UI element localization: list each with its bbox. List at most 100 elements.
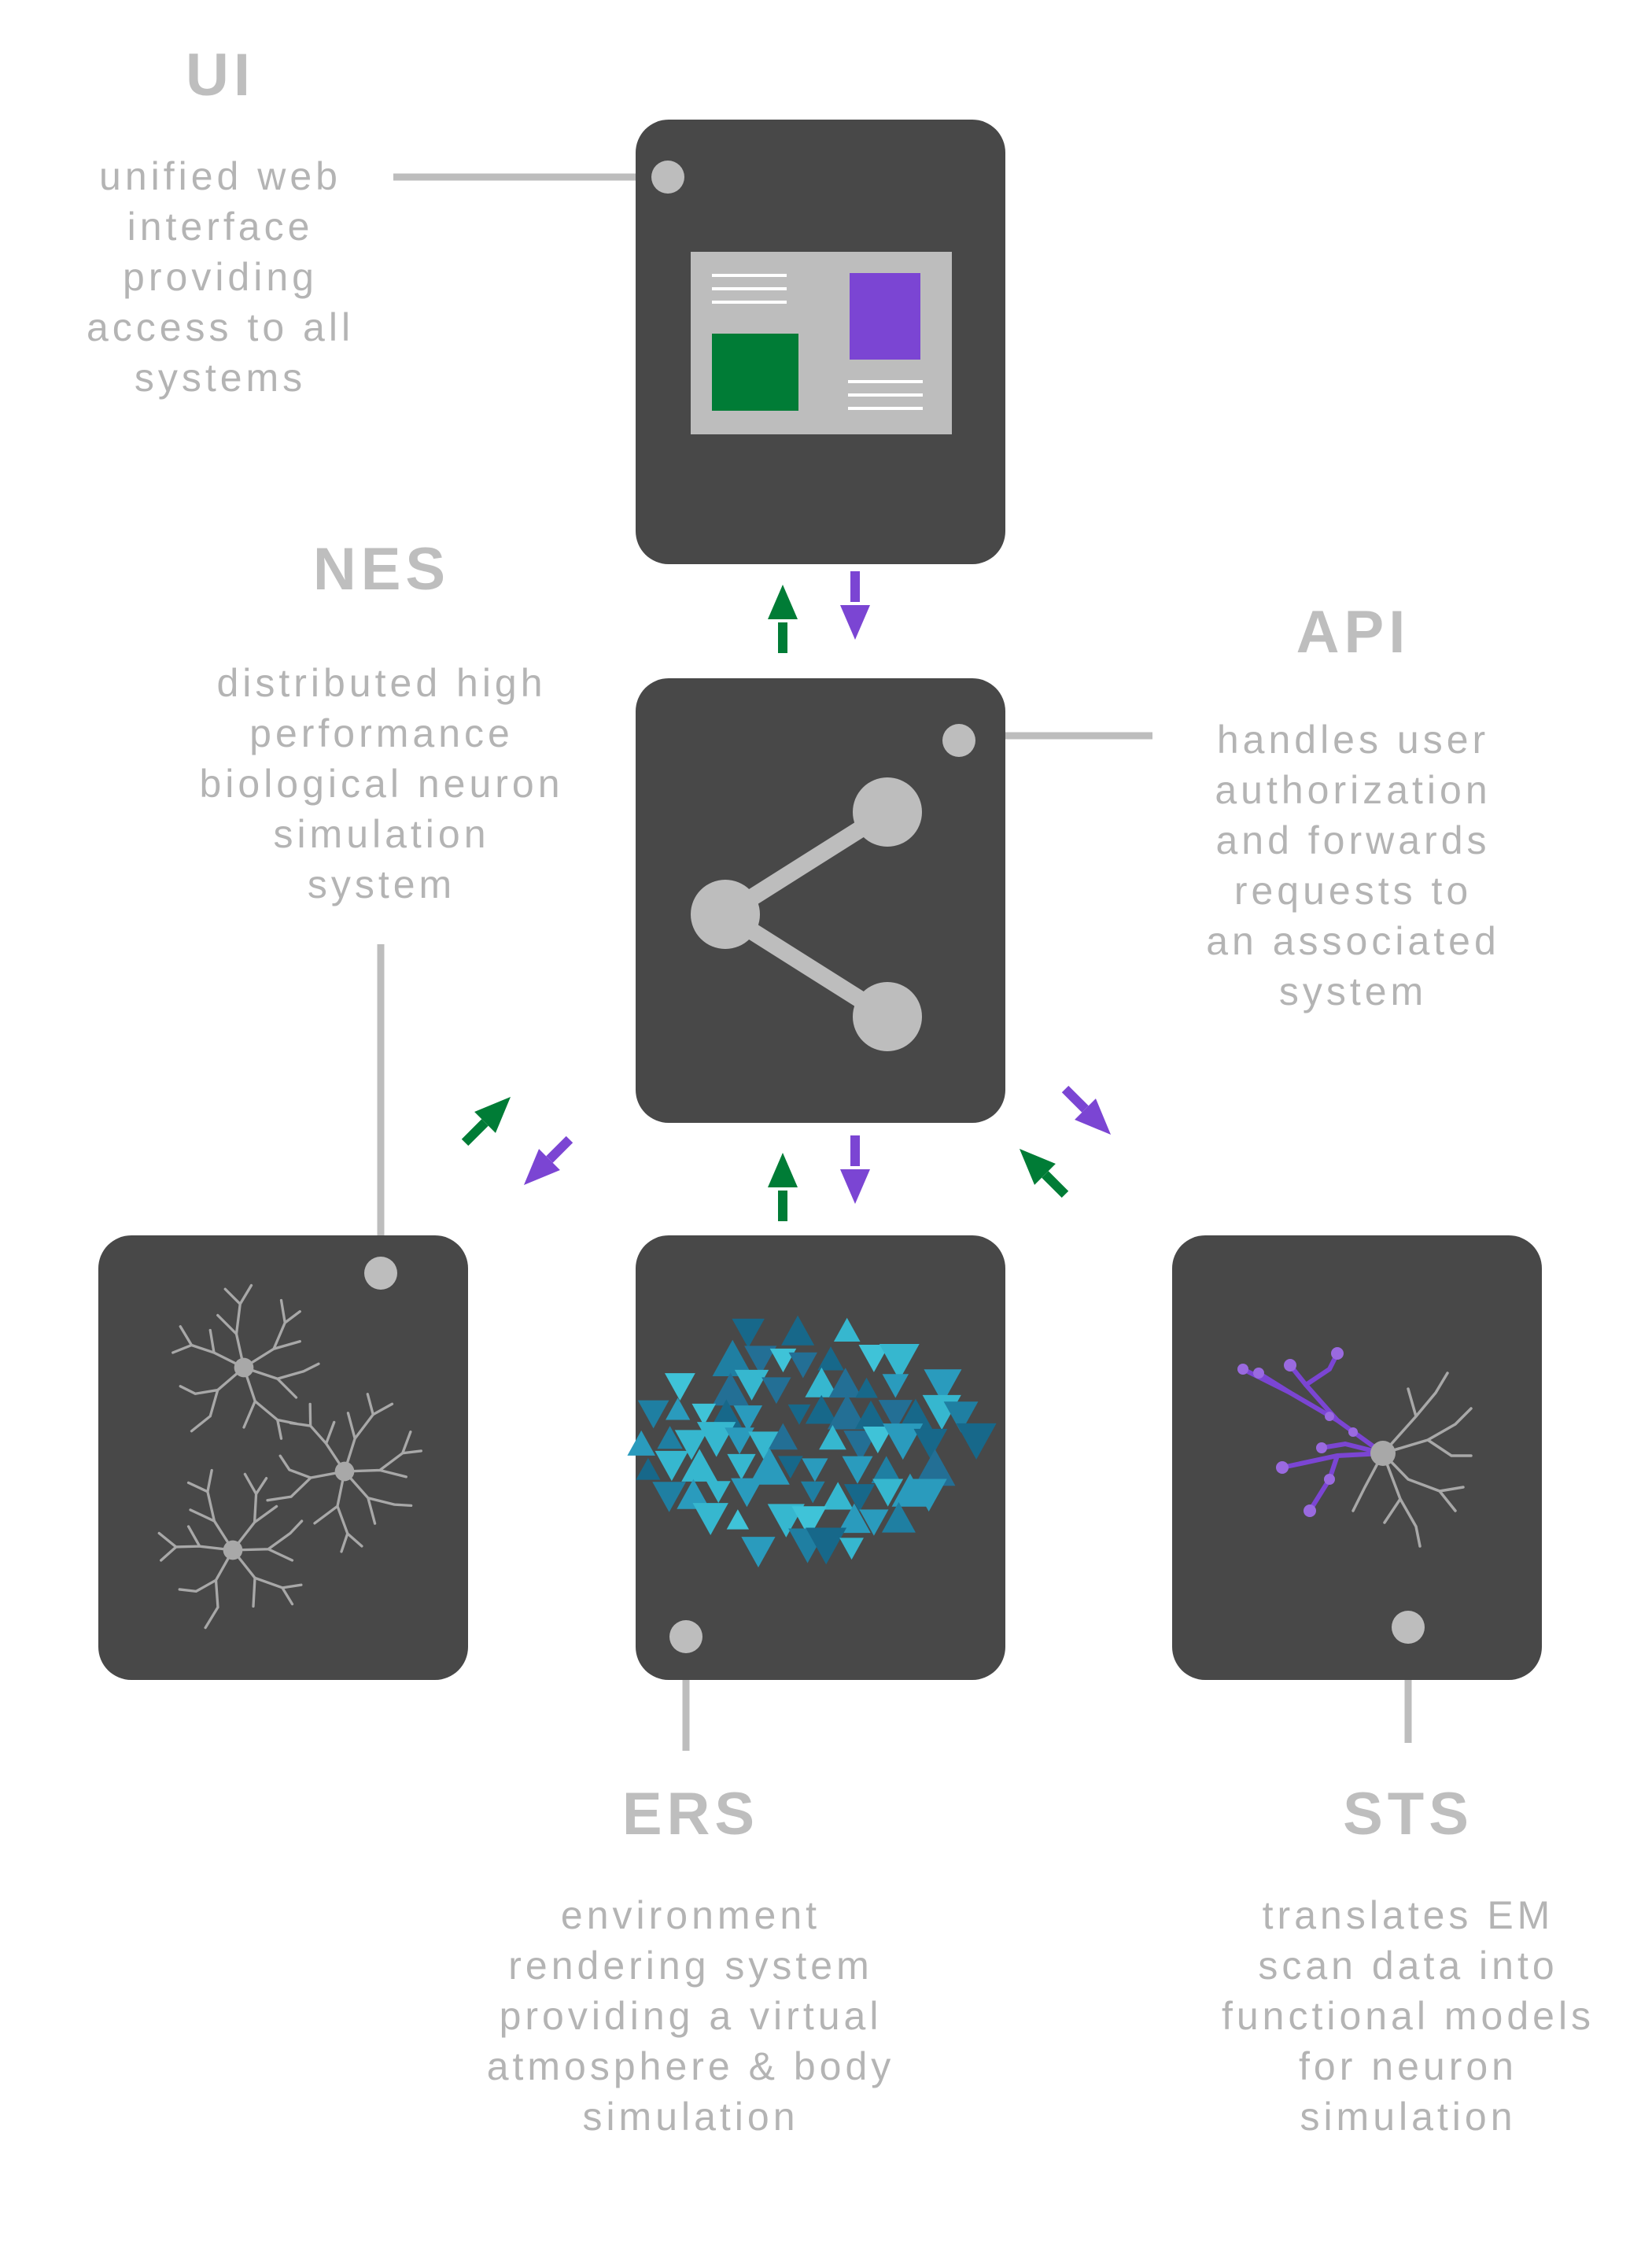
mesh-triangle [681, 1449, 718, 1482]
mesh-triangle [859, 1509, 889, 1536]
mesh-triangle [913, 1428, 948, 1460]
mesh-triangle [674, 1430, 709, 1460]
mesh-triangle [914, 1449, 956, 1486]
mesh-triangle [800, 1481, 825, 1504]
api-title: API [1296, 599, 1410, 666]
arrow-down-icon [840, 1135, 870, 1204]
nes-connector [364, 944, 397, 1285]
nes-description-line: performance [249, 711, 514, 755]
nes-description: distributed high performance biological … [138, 658, 625, 910]
mesh-triangle [741, 1537, 776, 1568]
mesh-triangle [744, 1346, 777, 1375]
arrow-up-right-icon [461, 1096, 511, 1146]
mesh-triangle [732, 1318, 765, 1349]
sts-description: translates EM scan data into functional … [1164, 1890, 1652, 2142]
arrow-up-left-icon [1019, 1148, 1069, 1198]
mesh-triangle [898, 1398, 933, 1430]
mesh-triangle [842, 1456, 873, 1484]
nes-description-line: simulation [273, 812, 490, 856]
mesh-triangle [627, 1430, 655, 1456]
ui-box [636, 120, 1005, 564]
mesh-triangle [712, 1339, 753, 1376]
mesh-triangle [706, 1481, 731, 1504]
sts-description-line: functional models [1221, 1994, 1595, 2038]
mesh-triangle [726, 1509, 750, 1530]
api-box [636, 678, 1005, 1123]
api-description-line: handles user [1216, 718, 1490, 762]
mesh-triangle [692, 1503, 728, 1535]
ers-description: environment rendering system providing a… [447, 1890, 935, 2142]
mesh-triangle [802, 1458, 828, 1482]
sts-description-line: for neuron [1299, 2044, 1517, 2088]
mesh-triangle [882, 1374, 909, 1398]
mesh-triangle [827, 1394, 867, 1430]
arrow-up-icon [768, 585, 798, 653]
mesh-triangle [777, 1456, 803, 1479]
mesh-triangle [791, 1506, 827, 1538]
api-description-line: authorization [1215, 768, 1492, 812]
mesh-triangle [677, 1479, 710, 1509]
ui-description-line: systems [134, 356, 307, 400]
mesh-triangle [657, 1426, 683, 1449]
api-description-line: requests to [1233, 869, 1473, 913]
api-description: handles user authorization and forwards … [1109, 714, 1597, 1017]
mesh-triangle [725, 1427, 754, 1455]
mesh-triangle [891, 1473, 929, 1507]
mesh-triangle [828, 1368, 862, 1398]
traced-neuron-icon [1237, 1347, 1473, 1548]
sts-description-line: translates EM [1262, 1893, 1554, 1937]
sts-description-line: simulation [1300, 2095, 1517, 2139]
mesh-triangle [805, 1394, 838, 1424]
mesh-triangle [855, 1377, 878, 1398]
mesh-triangle [855, 1400, 887, 1429]
mesh-triangle [664, 1373, 695, 1401]
mesh-triangle [696, 1422, 736, 1457]
mesh-triangle [862, 1426, 893, 1454]
mesh-triangle [781, 1315, 815, 1346]
nes-box [98, 1235, 468, 1680]
ui-description: unified web interface providing access t… [0, 151, 464, 403]
mesh-triangle [731, 1478, 763, 1508]
ui-description-line: providing [123, 255, 318, 299]
mesh-triangle [839, 1538, 864, 1560]
mesh-triangle [655, 1450, 689, 1482]
mesh-triangle [806, 1527, 847, 1565]
mesh-triangle [833, 1317, 861, 1342]
mesh-triangle [843, 1431, 878, 1462]
mesh-triangle [769, 1348, 797, 1373]
ers-description-line: simulation [582, 2095, 799, 2139]
mesh-triangle [871, 1456, 902, 1483]
mesh-triangle [956, 1423, 997, 1460]
mesh-triangle [878, 1400, 913, 1431]
mesh-triangle [749, 1448, 790, 1485]
mesh-triangle [734, 1369, 769, 1401]
mesh-triangle [788, 1352, 817, 1379]
web-interface-icon [691, 252, 952, 434]
mesh-triangle [910, 1479, 947, 1512]
mesh-triangle [822, 1482, 854, 1510]
mesh-triangle [727, 1453, 756, 1480]
nes-description-line: distributed high [216, 661, 547, 705]
mesh-triangle [843, 1484, 876, 1512]
arrow-down-right-icon [1061, 1085, 1112, 1135]
mesh-triangle [879, 1344, 920, 1380]
ui-title: UI [186, 42, 255, 109]
nes-title: NES [312, 536, 451, 603]
ers-description-line: environment [560, 1893, 821, 1937]
arrow-down-left-icon [523, 1135, 573, 1186]
mesh-triangle [636, 1457, 661, 1480]
api-description-line: an associated [1206, 919, 1500, 963]
api-description-line: and forwards [1215, 818, 1491, 862]
mesh-triangle [883, 1423, 924, 1460]
mesh-triangle [924, 1369, 962, 1404]
mesh-triangle [666, 1397, 691, 1420]
sts-box [1172, 1235, 1542, 1680]
arrow-up-icon [768, 1153, 798, 1221]
mesh-triangle [691, 1403, 717, 1426]
ers-description-line: providing a virtual [499, 1994, 883, 2038]
mesh-triangle [819, 1424, 846, 1450]
nes-description-line: biological neuron [199, 762, 564, 806]
mesh-triangle [943, 1401, 979, 1433]
